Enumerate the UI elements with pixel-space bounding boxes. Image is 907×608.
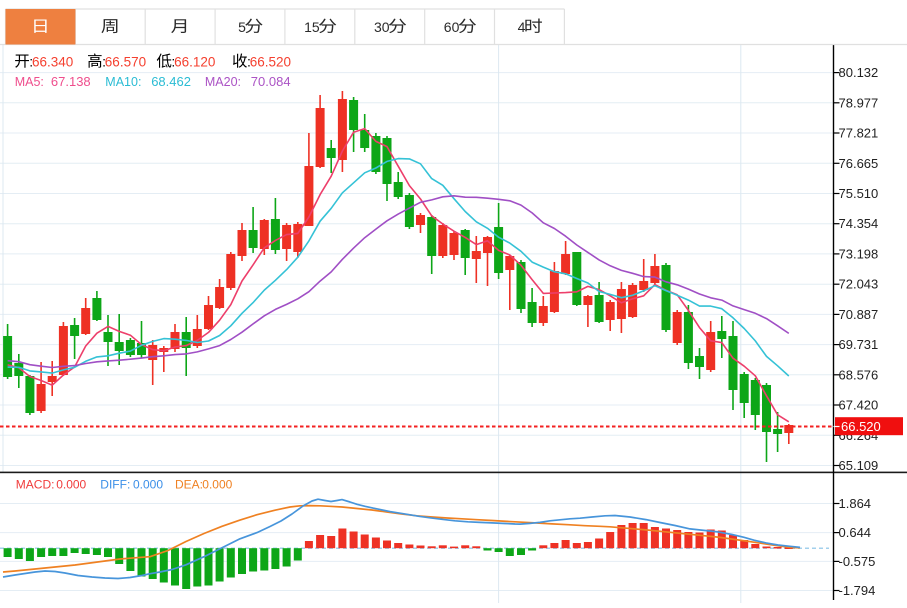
svg-text:DEA:: DEA: xyxy=(175,478,203,492)
svg-text:72.043: 72.043 xyxy=(839,277,879,292)
svg-text:MA5:: MA5: xyxy=(15,75,44,89)
svg-text:5: 5 xyxy=(312,19,320,35)
svg-text:MA10:: MA10: xyxy=(105,75,141,89)
svg-text:0.000: 0.000 xyxy=(202,478,232,492)
svg-text:0.644: 0.644 xyxy=(839,525,872,540)
svg-text:67.138: 67.138 xyxy=(51,74,91,89)
svg-text:66.520: 66.520 xyxy=(250,55,291,70)
svg-text:70.084: 70.084 xyxy=(251,74,291,89)
svg-text::: : xyxy=(29,54,33,70)
svg-text:0: 0 xyxy=(452,19,460,35)
svg-text:78.977: 78.977 xyxy=(839,95,879,110)
svg-text:-1.794: -1.794 xyxy=(839,583,876,598)
svg-text:4: 4 xyxy=(518,19,526,35)
svg-text:70.887: 70.887 xyxy=(839,307,879,322)
svg-text:DIFF:: DIFF: xyxy=(100,478,130,492)
svg-text:66.570: 66.570 xyxy=(105,55,146,70)
svg-text::: : xyxy=(247,54,251,70)
svg-text:0: 0 xyxy=(382,19,390,35)
svg-text:66.120: 66.120 xyxy=(174,55,215,70)
svg-text:65.109: 65.109 xyxy=(839,458,879,473)
svg-text:66.520: 66.520 xyxy=(841,419,881,434)
svg-text:1.864: 1.864 xyxy=(839,496,872,511)
svg-text:69.731: 69.731 xyxy=(839,337,879,352)
svg-text:3: 3 xyxy=(374,19,382,35)
svg-text:68.576: 68.576 xyxy=(839,367,879,382)
svg-text:76.665: 76.665 xyxy=(839,156,879,171)
svg-text:67.420: 67.420 xyxy=(839,398,879,413)
svg-text:68.462: 68.462 xyxy=(151,74,191,89)
svg-text::: : xyxy=(171,54,175,70)
svg-text:1: 1 xyxy=(304,19,312,35)
svg-text:MACD:: MACD: xyxy=(16,478,55,492)
svg-text:MA20:: MA20: xyxy=(205,75,241,89)
svg-text:77.821: 77.821 xyxy=(839,126,879,141)
svg-text:73.198: 73.198 xyxy=(839,246,879,261)
svg-text::: : xyxy=(102,54,106,70)
svg-text:74.354: 74.354 xyxy=(839,216,879,231)
svg-text:0.000: 0.000 xyxy=(133,478,163,492)
svg-text:66.340: 66.340 xyxy=(32,55,73,70)
svg-text:5: 5 xyxy=(238,19,246,35)
svg-text:80.132: 80.132 xyxy=(839,65,879,80)
svg-text:0.000: 0.000 xyxy=(56,478,86,492)
svg-text:-0.575: -0.575 xyxy=(839,554,876,569)
svg-text:75.510: 75.510 xyxy=(839,186,879,201)
svg-text:6: 6 xyxy=(444,19,452,35)
